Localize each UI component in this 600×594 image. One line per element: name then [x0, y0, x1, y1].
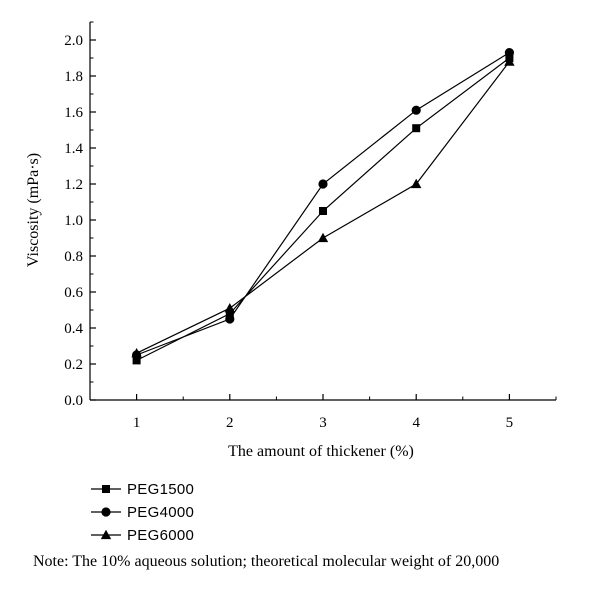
data-point-peg4000 — [225, 314, 235, 324]
data-point-peg1500 — [412, 124, 421, 133]
x-tick-label: 2 — [226, 415, 234, 431]
series-layer — [131, 48, 515, 365]
series-peg6000 — [131, 56, 515, 358]
legend: PEG1500 PEG4000 PEG6000 — [91, 481, 194, 544]
legend-marker-peg6000 — [100, 529, 112, 540]
legend-label: PEG4000 — [127, 504, 194, 521]
axes: 0.0 0.2 0.4 0.6 0.8 1.0 1.2 1.4 1.6 1.8 2.0 1 2 3 4 5 — [64, 21, 557, 431]
data-point-peg4000 — [411, 105, 421, 115]
series-peg4000 — [132, 48, 514, 360]
chart-note: Note: The 10% aqueous solution; theoreti… — [33, 553, 499, 570]
data-point-peg4000 — [504, 48, 514, 58]
data-point-peg1500 — [132, 356, 141, 365]
x-tick-label: 4 — [412, 415, 420, 431]
data-point-peg1500 — [319, 207, 327, 215]
y-tick-label: 1.8 — [64, 69, 83, 85]
y-tick-label: 0.0 — [64, 393, 83, 409]
y-tick-label: 0.4 — [64, 321, 83, 337]
x-tick-label: 1 — [133, 415, 141, 431]
data-point-peg6000 — [224, 303, 235, 313]
series-peg1500 — [132, 54, 514, 365]
y-axis-title: Viscosity (mPa·s) — [25, 153, 42, 267]
data-point-peg6000 — [317, 232, 329, 243]
data-point-peg6000 — [504, 56, 515, 66]
legend-marker-peg4000 — [101, 507, 111, 517]
y-tick-label: 1.6 — [64, 105, 83, 121]
legend-item-peg4000: PEG4000 — [91, 504, 194, 521]
legend-marker-peg1500 — [102, 485, 110, 493]
legend-item-peg6000: PEG6000 — [91, 527, 194, 544]
data-point-peg6000 — [411, 178, 422, 189]
data-point-peg4000 — [318, 179, 328, 189]
y-tick-label: 1.4 — [64, 141, 83, 157]
data-point-peg1500 — [225, 309, 234, 318]
y-tick-label: 0.8 — [64, 249, 83, 265]
x-tick-label: 5 — [506, 415, 514, 431]
y-tick-label: 1.2 — [64, 177, 83, 193]
y-tick-label: 2.0 — [64, 33, 83, 49]
legend-item-peg1500: PEG1500 — [91, 481, 194, 498]
data-point-peg6000 — [131, 348, 142, 358]
legend-label: PEG6000 — [127, 527, 194, 544]
legend-label: PEG1500 — [127, 481, 194, 498]
y-tick-label: 0.6 — [64, 285, 83, 301]
y-tick-label: 0.2 — [64, 357, 83, 373]
x-tick-label: 3 — [319, 415, 327, 431]
y-tick-label: 1.0 — [64, 213, 83, 229]
x-axis-title: The amount of thickener (%) — [228, 443, 414, 460]
series-line-peg4000 — [136, 52, 510, 356]
